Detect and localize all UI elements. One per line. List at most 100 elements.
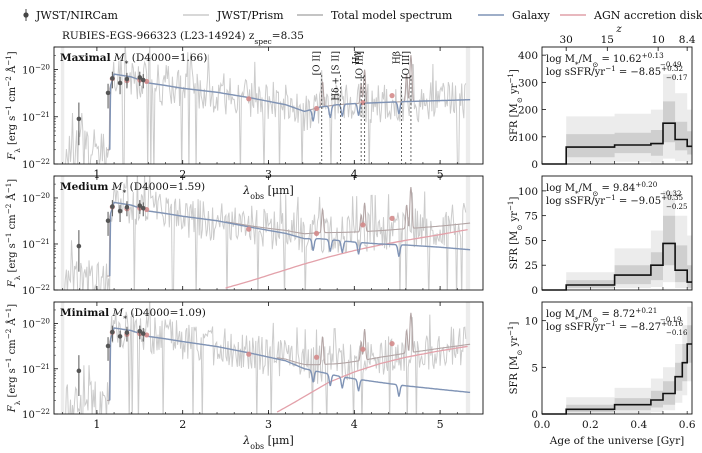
y-tick-label: 10	[525, 316, 538, 328]
sfh-outer-band	[542, 306, 692, 414]
y-axis-label-part: λ	[13, 400, 22, 405]
photometry-point	[76, 243, 82, 249]
y-tick-label-part: −20	[35, 190, 51, 199]
x-tick-label: 1	[93, 418, 100, 431]
x-tick-label: 3	[265, 168, 272, 181]
ssfr-lower-error: −0.17	[666, 74, 687, 82]
y-axis-label-part: Å	[6, 193, 18, 204]
galaxy-curve	[109, 73, 471, 150]
y-axis-label-part: ]	[509, 322, 520, 326]
x-tick-label-part: 2	[179, 168, 186, 181]
photometry-point	[137, 75, 143, 80]
y-axis-label-part: cm	[7, 214, 18, 233]
panel-title-part: *	[123, 314, 127, 323]
model-photometry-point	[389, 215, 395, 221]
y-tick-label: 10−20	[22, 190, 50, 205]
photometry-point	[124, 330, 130, 335]
y-axis-label-part: −1	[4, 233, 13, 244]
detector-gap	[60, 47, 65, 164]
x-axis-label-part: [μm]	[264, 434, 294, 447]
ssfr-annotation-part: +0.32	[661, 64, 683, 73]
top-tick-label-part: 15	[601, 34, 614, 46]
legend-label: JWST/NIRCam	[35, 9, 119, 22]
sfh-minimal: 0 5 10 0.0 0.2 0.4 0.6 Age of the universe [Gyr…	[506, 301, 696, 447]
y-axis-label-part: λ	[13, 275, 22, 280]
y-tick-label-part: 10	[22, 113, 35, 124]
axes-frame	[541, 175, 693, 291]
panel-title: Maximal M* (D4000=1.66)	[60, 52, 207, 68]
model-photometry-point	[389, 341, 395, 347]
y-tick-label-part: 300	[518, 77, 538, 89]
model-photometry-point	[313, 230, 320, 236]
stellar-mass-annotation-part: ⊙	[592, 60, 598, 69]
legend-entry: AGN accretion disk	[560, 9, 702, 22]
y-tick-label-part: 5	[531, 362, 538, 374]
panel-title-part: (D4000=1.09)	[127, 307, 206, 319]
legend-entry: JWST/Prism	[183, 9, 284, 22]
legend-label-part: JWST/Prism	[216, 9, 284, 22]
sfh-median-line	[542, 343, 692, 415]
photometry-point	[117, 334, 123, 339]
object-label-part: RUBIES-EGS-966323 (L23-14924) z	[62, 30, 255, 42]
y-tick-label: 0	[531, 159, 538, 171]
y-axis-label: Fλ [erg s−1 cm−2 Å−1]	[4, 304, 22, 414]
y-axis-label-part: ⊙	[515, 350, 524, 356]
y-tick-label: 10−22	[22, 407, 50, 422]
photometry-point	[137, 328, 143, 334]
stellar-mass-annotation-part: ⊙	[592, 315, 598, 324]
top-axis-label-part: z	[615, 23, 622, 35]
panel-title-part: (D4000=1.59)	[126, 181, 205, 193]
y-tick-label-part: 50	[525, 235, 538, 247]
x-tick-label-part: 0.2	[582, 419, 599, 431]
agn-curve	[276, 345, 468, 413]
x-tick-label-part: 3	[265, 418, 272, 431]
y-tick-label: 10−21	[22, 236, 50, 251]
y-tick-label-part: −22	[35, 407, 50, 416]
x-tick-label-part: 1	[93, 418, 100, 431]
y-axis-label-part: −2	[4, 329, 13, 340]
top-tick-label-part: 8.4	[679, 34, 696, 46]
x-tick-label: 5	[437, 418, 444, 431]
ssfr-annotation-part: +0.16	[661, 319, 683, 328]
panel-title-part: Maximal	[60, 52, 111, 64]
x-tick-label-part: 4	[351, 168, 358, 181]
x-tick-label: 2	[179, 418, 186, 431]
x-axis-label-part: λ	[242, 434, 250, 447]
photometry-point	[124, 76, 130, 82]
y-tick-label-part: 10	[22, 194, 35, 205]
axes-frame	[541, 301, 693, 415]
x-tick-label: 4	[351, 418, 358, 431]
stellar-mass-lower-error: −0.49	[660, 61, 681, 69]
stellar-mass-annotation-part: log M	[546, 183, 575, 194]
y-tick-label-part: −21	[35, 361, 50, 370]
y-tick-label-part: 0	[531, 285, 538, 297]
y-axis-label-part: yr	[509, 211, 520, 225]
y-tick-label: 10−22	[22, 157, 50, 172]
emission-line-label: Hδ + [S II]	[332, 51, 342, 101]
photometry-point	[137, 203, 143, 208]
y-axis-label: SFR [M⊙ yr−1]	[506, 322, 524, 395]
legend-label-part: Galaxy	[512, 9, 551, 22]
y-axis-label-part: ]	[509, 69, 520, 73]
ssfr-annotation-part: +0.35	[661, 193, 683, 202]
y-axis-label-part: SFR [M	[509, 103, 520, 142]
y-axis-label: Fλ [erg s−1 cm−2 Å−1]	[4, 51, 22, 161]
x-tick-label-part: 0.6	[679, 419, 696, 431]
stellar-mass-annotation-part: = 9.84	[598, 183, 635, 194]
ssfr-lower-error-part: −0.17	[666, 74, 687, 82]
y-tick-label-part: 10	[22, 286, 35, 297]
y-tick-label: 10−20	[22, 316, 50, 331]
y-axis-label-part: −2	[4, 204, 13, 215]
ssfr-lower-error-part: −0.25	[666, 203, 687, 211]
legend-entry: Galaxy	[478, 9, 551, 22]
panel-title-part: M	[109, 307, 123, 319]
panel-title: Minimal M* (D4000=1.09)	[60, 307, 206, 323]
y-axis-label-part: −1	[506, 326, 515, 337]
legend-entry: JWST/NIRCam	[23, 9, 119, 22]
y-tick-label: 10−22	[22, 283, 50, 298]
y-tick-label-part: −20	[35, 62, 51, 71]
y-axis-label-part: [erg s	[7, 368, 18, 401]
stellar-mass-annotation: log M*/M⊙ = 9.84+0.20	[546, 180, 658, 198]
sfh-inner-band	[542, 215, 692, 290]
